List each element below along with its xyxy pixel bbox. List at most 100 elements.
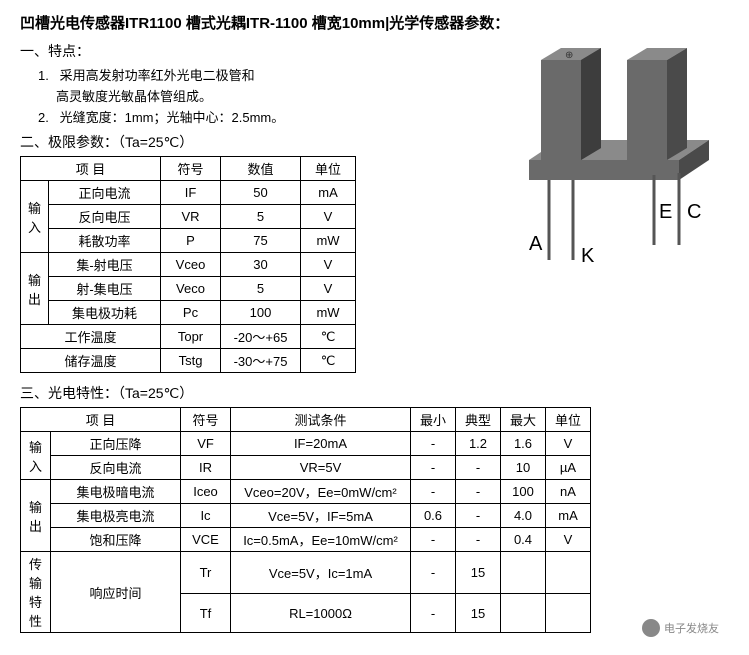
cell (501, 552, 546, 594)
table-row: 耗散功率 P 75 mW (21, 229, 356, 253)
cell: Ic=0.5mA，Ee=10mW/cm² (231, 528, 411, 552)
cell: 正向压降 (51, 432, 181, 456)
cell: Veco (161, 277, 221, 301)
cell: ℃ (301, 349, 356, 373)
cell: RL=1000Ω (231, 594, 411, 633)
cell: 响应时间 (51, 552, 181, 633)
cell: VF (181, 432, 231, 456)
table-row: 项 目 符号 测试条件 最小 典型 最大 单位 (21, 408, 591, 432)
limits-table: 项 目 符号 数值 单位 输入 正向电流 IF 50 mA 反向电压 VR 5 … (20, 156, 356, 373)
cell: IR (181, 456, 231, 480)
col-item: 项 目 (21, 408, 181, 432)
cell: 射-集电压 (49, 277, 161, 301)
pin-label-k: K (581, 245, 595, 267)
cell: 反向电压 (49, 205, 161, 229)
cell: - (411, 432, 456, 456)
col-max: 最大 (501, 408, 546, 432)
cell: - (456, 528, 501, 552)
table-row: 输出 集电极暗电流 Iceo Vceo=20V，Ee=0mW/cm² - - 1… (21, 480, 591, 504)
cell: 集电极功耗 (49, 301, 161, 325)
cell: 5 (221, 277, 301, 301)
cell: 集电极亮电流 (51, 504, 181, 528)
group-output: 输出 (21, 480, 51, 552)
cell: Tstg (161, 349, 221, 373)
cell: VCE (181, 528, 231, 552)
cell: VR=5V (231, 456, 411, 480)
feature-2-num: 2. (38, 110, 56, 125)
cell (501, 594, 546, 633)
cell: 15 (456, 552, 501, 594)
feature-1b: 高灵敏度光敏晶体管组成。 (56, 89, 212, 104)
feature-1a: 采用高发射功率红外光电二极管和 (60, 68, 255, 83)
col-sym: 符号 (161, 157, 221, 181)
feature-1-num: 1. (38, 68, 56, 83)
pin-label-a: A (529, 233, 543, 255)
cell: 反向电流 (51, 456, 181, 480)
group-transfer: 传输特性 (21, 552, 51, 633)
cell: IF=20mA (231, 432, 411, 456)
cell: - (456, 456, 501, 480)
table-row: 工作温度 Topr -20～+65 ℃ (21, 325, 356, 349)
cell: 0.4 (501, 528, 546, 552)
cell: mW (301, 301, 356, 325)
cell: 5 (221, 205, 301, 229)
cell: 饱和压降 (51, 528, 181, 552)
col-typ: 典型 (456, 408, 501, 432)
section-3-heading: 三、光电特性：（Ta=25℃） (20, 383, 729, 403)
cell: - (456, 480, 501, 504)
component-diagram: A K E C ⊕ (499, 30, 719, 280)
cell: V (301, 253, 356, 277)
cell: Tf (181, 594, 231, 633)
table-row: 输出 集-射电压 Vceo 30 V (21, 253, 356, 277)
cell: VR (161, 205, 221, 229)
table-row: 反向电压 VR 5 V (21, 205, 356, 229)
cell: Vceo=20V，Ee=0mW/cm² (231, 480, 411, 504)
col-min: 最小 (411, 408, 456, 432)
cell: V (546, 432, 591, 456)
cell: 集-射电压 (49, 253, 161, 277)
cell: 工作温度 (21, 325, 161, 349)
watermark-icon (642, 619, 660, 637)
group-input: 输入 (21, 432, 51, 480)
watermark: 电子发烧友 (642, 619, 719, 637)
col-unit: 单位 (301, 157, 356, 181)
cell: - (411, 456, 456, 480)
characteristics-table: 项 目 符号 测试条件 最小 典型 最大 单位 输入 正向压降 VF IF=20… (20, 407, 591, 633)
table-row: 输入 正向压降 VF IF=20mA - 1.2 1.6 V (21, 432, 591, 456)
cell: -20～+65 (221, 325, 301, 349)
cell: V (546, 528, 591, 552)
cell: V (301, 205, 356, 229)
table-row: 集电极功耗 Pc 100 mW (21, 301, 356, 325)
col-item: 项 目 (21, 157, 161, 181)
col-cond: 测试条件 (231, 408, 411, 432)
pin-label-c: C (687, 201, 701, 223)
cell: IF (161, 181, 221, 205)
col-sym: 符号 (181, 408, 231, 432)
cell: 4.0 (501, 504, 546, 528)
cell: 30 (221, 253, 301, 277)
cell: mA (301, 181, 356, 205)
cell: - (411, 528, 456, 552)
table-row: 储存温度 Tstg -30～+75 ℃ (21, 349, 356, 373)
cell: 100 (501, 480, 546, 504)
cell: - (456, 504, 501, 528)
cell: µA (546, 456, 591, 480)
cell: - (411, 480, 456, 504)
cell: 集电极暗电流 (51, 480, 181, 504)
cell: Pc (161, 301, 221, 325)
cell: Vceo (161, 253, 221, 277)
cell: Iceo (181, 480, 231, 504)
group-output: 输出 (21, 253, 49, 325)
cell: Ic (181, 504, 231, 528)
table-row: 传输特性 响应时间 Tr Vce=5V，Ic=1mA - 15 (21, 552, 591, 594)
pin-label-e: E (659, 201, 672, 223)
cell: mA (546, 504, 591, 528)
watermark-text: 电子发烧友 (664, 620, 719, 636)
cell: 正向电流 (49, 181, 161, 205)
cell: nA (546, 480, 591, 504)
col-unit: 单位 (546, 408, 591, 432)
cell: 1.2 (456, 432, 501, 456)
cell: 0.6 (411, 504, 456, 528)
cell (546, 552, 591, 594)
cell: ℃ (301, 325, 356, 349)
